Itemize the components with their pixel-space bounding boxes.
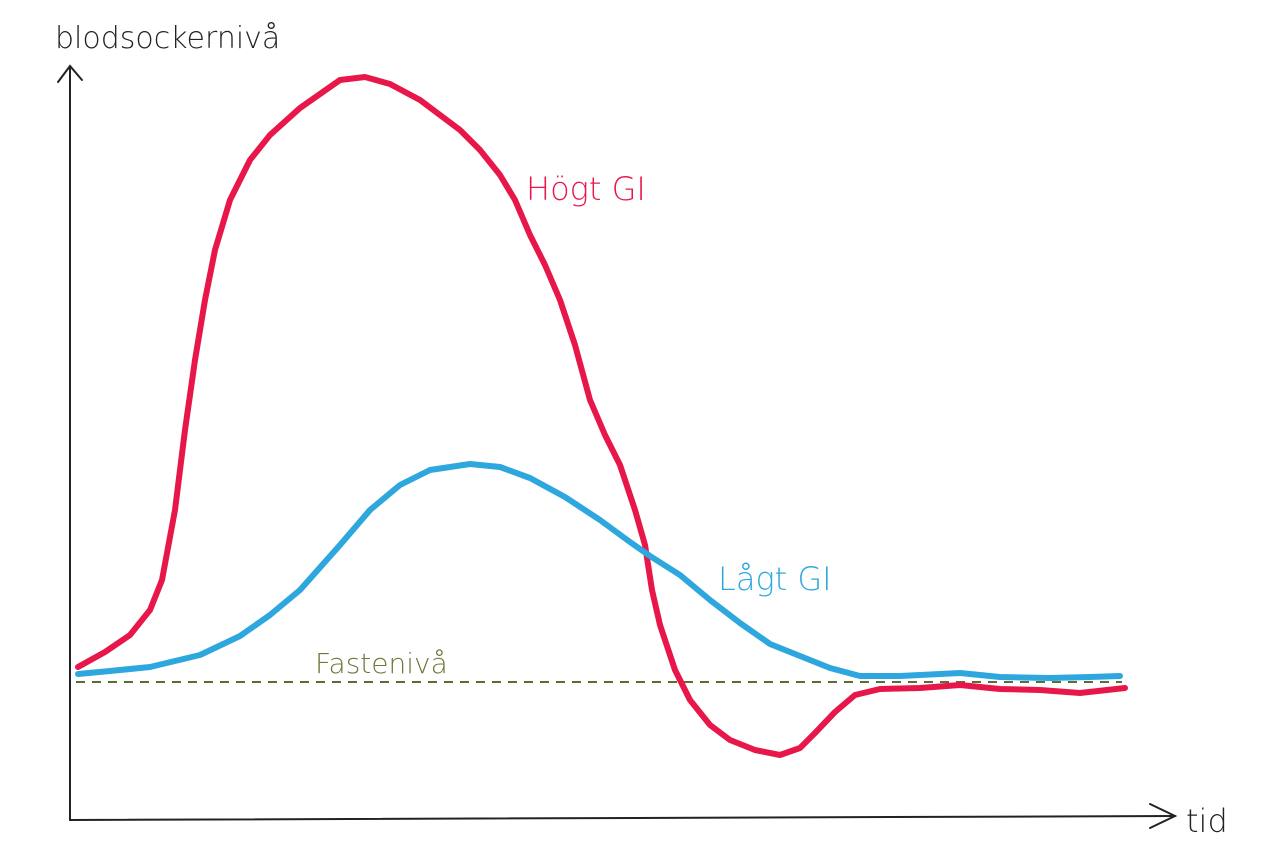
y-arrow — [57, 64, 83, 83]
y-axis-label: blodsockernivå — [55, 20, 280, 56]
low-gi-label: Lågt GI — [718, 560, 832, 598]
x-axis-label: tid — [1186, 802, 1228, 840]
fasting-label: Fastenivå — [315, 647, 448, 680]
x-arrow — [1149, 803, 1178, 829]
high-gi-curve — [75, 74, 1128, 758]
high-gi-label: Högt GI — [526, 170, 646, 208]
axes — [57, 64, 1178, 829]
low-gi-curve — [75, 461, 1123, 681]
x-axis — [69, 815, 1176, 821]
